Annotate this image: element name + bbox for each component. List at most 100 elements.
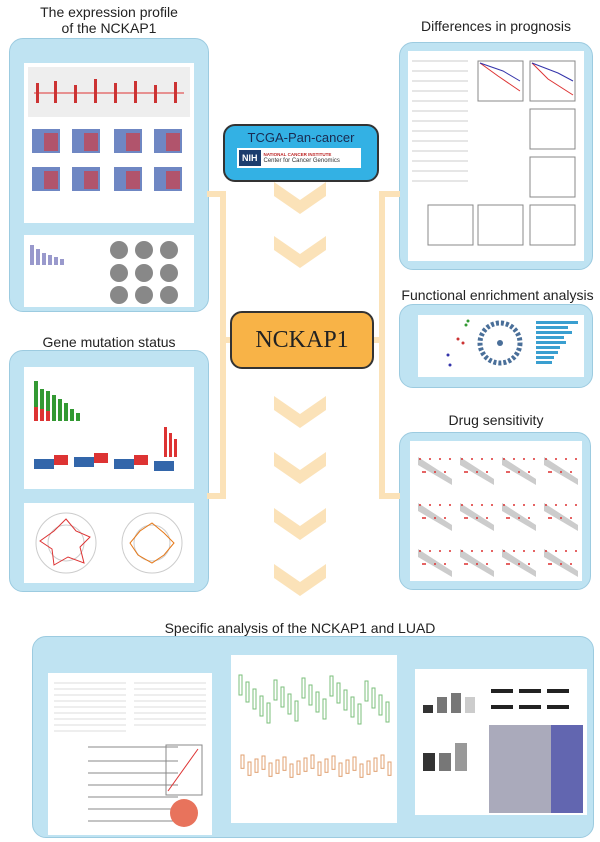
scatter-point (419, 504, 421, 506)
scatter-point (481, 458, 483, 460)
scatter-point (523, 504, 525, 506)
scatter-point (523, 458, 525, 460)
boxplot-box (240, 754, 245, 769)
boxplot-box (273, 679, 278, 701)
drug-title: Drug sensitivity (448, 412, 544, 428)
nih-logo: NIH NATIONAL CANCER INSTITUTE Center for… (237, 148, 361, 168)
scatter-point (565, 504, 567, 506)
scatter-point (555, 504, 557, 506)
boxplot-box (373, 757, 378, 772)
boxplot-box (315, 691, 320, 713)
scatter-point (550, 471, 552, 473)
scatter-point (518, 517, 520, 519)
boxplot-box (252, 688, 257, 710)
scatter-point (444, 563, 446, 565)
boxplot-box (329, 675, 334, 697)
boxplot-box (324, 758, 329, 773)
scatter-point (575, 550, 577, 552)
drug-panel (399, 432, 591, 590)
boxplot-box (268, 762, 273, 777)
scatter-point (503, 550, 505, 552)
scatter-point (491, 550, 493, 552)
expression-profile-title: The expression profile of the NCKAP1 (10, 4, 208, 36)
boxplot-box (345, 759, 350, 774)
scatter-point (513, 458, 515, 460)
scatter-point (555, 458, 557, 460)
boxplot-box (289, 763, 294, 778)
scatter-point (508, 563, 510, 565)
tcga-source-box: TCGA-Pan-cancer NIH NATIONAL CANCER INST… (223, 124, 379, 182)
luad-title: Specific analysis of the NCKAP1 and LUAD (164, 620, 436, 636)
boxplot-box (259, 695, 264, 717)
scatter-point (439, 550, 441, 552)
scatter-point (560, 471, 562, 473)
scatter-point (481, 550, 483, 552)
scatter-point (444, 471, 446, 473)
scatter-point (471, 458, 473, 460)
boxplot-box (364, 680, 369, 702)
chevron-down-icon (270, 232, 330, 272)
scatter-point (548, 517, 550, 519)
scatter-point (565, 550, 567, 552)
chevron-down-icon (270, 392, 330, 432)
scatter-point (508, 471, 510, 473)
boxplot-box (308, 684, 313, 706)
prognosis-figure (408, 51, 584, 261)
scatter-point (439, 458, 441, 460)
scatter-point (471, 550, 473, 552)
scatter-point (518, 471, 520, 473)
boxplot-box (254, 758, 259, 773)
enrichment-title: Functional enrichment analysis (401, 287, 594, 303)
scatter-point (491, 504, 493, 506)
scatter-point (503, 504, 505, 506)
scatter-point (518, 563, 520, 565)
boxplot-box (275, 759, 280, 774)
scatter-point (486, 563, 488, 565)
scatter-point (575, 458, 577, 460)
luad-experiment-figure (415, 669, 587, 815)
scatter-point (434, 517, 436, 519)
boxplot-box (287, 693, 292, 715)
boxplot-box (280, 686, 285, 708)
scatter-point (570, 471, 572, 473)
scatter-point (476, 563, 478, 565)
scatter-point (466, 471, 468, 473)
boxplot-box (310, 754, 315, 769)
boxplot-box (317, 761, 322, 776)
scatter-point (528, 471, 530, 473)
luad-immune-figure (231, 655, 397, 823)
scatter-point (424, 471, 426, 473)
nckap1-center-box: NCKAP1 (230, 311, 374, 369)
scatter-point (555, 550, 557, 552)
title-line: of the NCKAP1 (61, 20, 157, 36)
scatter-point (548, 563, 550, 565)
scatter-point (461, 458, 463, 460)
expression-ihc-figure (24, 235, 194, 307)
scatter-point (548, 471, 550, 473)
scatter-point (513, 550, 515, 552)
boxplot-box (380, 754, 385, 769)
scatter-point (476, 471, 478, 473)
scatter-point (422, 517, 424, 519)
scatter-point (434, 471, 436, 473)
scatter-point (449, 458, 451, 460)
scatter-point (429, 550, 431, 552)
scatter-point (506, 517, 508, 519)
scatter-point (528, 563, 530, 565)
scatter-point (419, 458, 421, 460)
boxplot-box (343, 689, 348, 711)
scatter-point (506, 471, 508, 473)
chevron-down-icon (270, 504, 330, 544)
scatter-point (466, 517, 468, 519)
prognosis-panel (399, 42, 593, 270)
boxplot-box (261, 755, 266, 770)
scatter-point (461, 550, 463, 552)
scatter-point (434, 563, 436, 565)
scatter-point (429, 504, 431, 506)
boxplot-box (352, 756, 357, 771)
boxplot-box (359, 763, 364, 778)
scatter-point (481, 504, 483, 506)
boxplot-box (371, 687, 376, 709)
scatter-point (533, 504, 535, 506)
boxplot-box (387, 761, 392, 776)
